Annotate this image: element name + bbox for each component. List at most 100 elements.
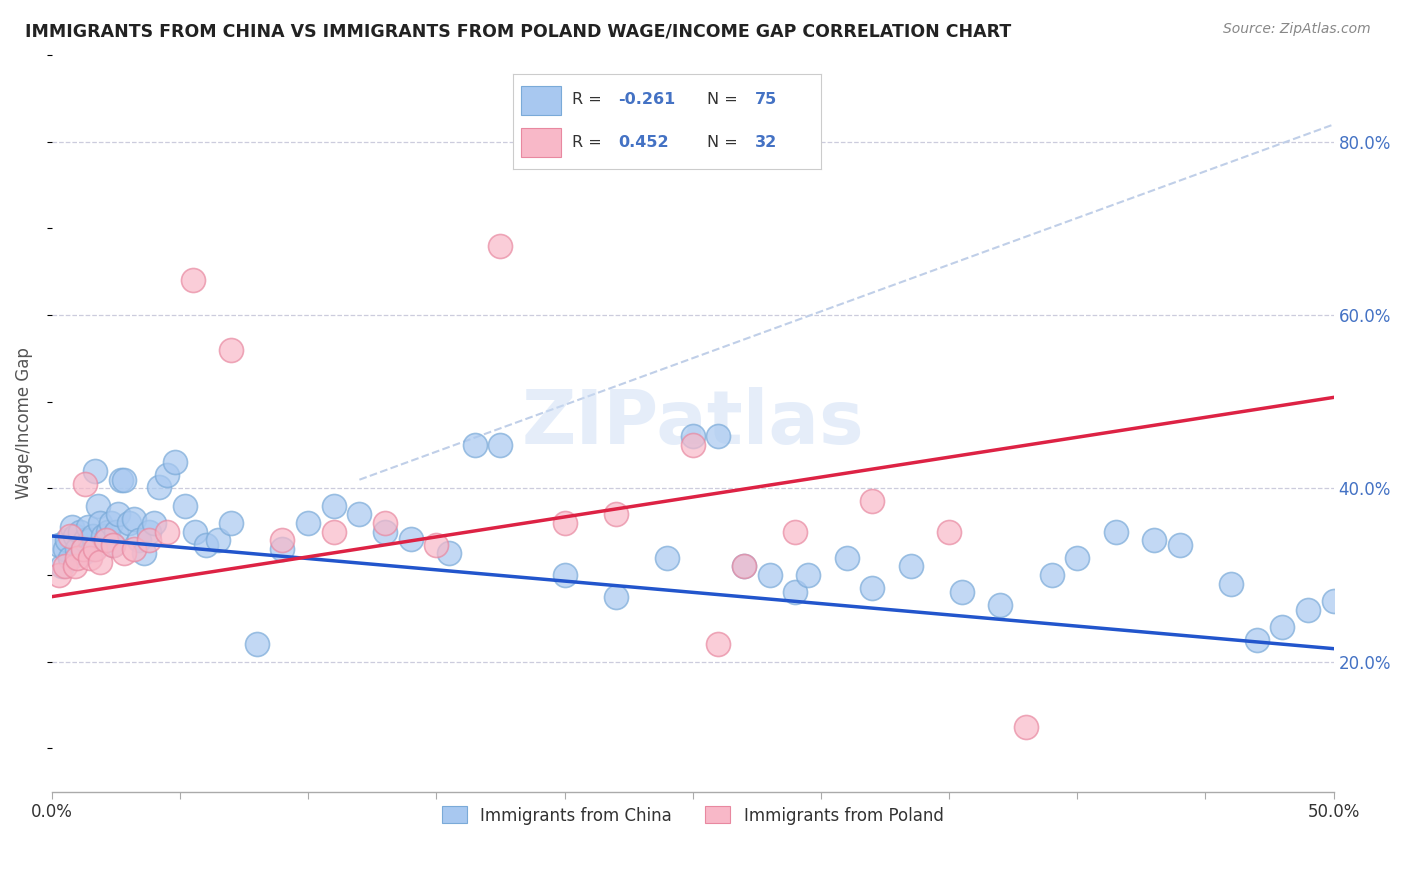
Point	[87, 499, 110, 513]
Point	[122, 541, 145, 556]
Point	[104, 524, 127, 539]
Point	[553, 568, 575, 582]
Point	[94, 533, 117, 548]
Point	[322, 524, 344, 539]
Point	[156, 524, 179, 539]
Point	[1105, 524, 1128, 539]
Point	[1323, 594, 1346, 608]
Point	[110, 473, 132, 487]
Point	[89, 516, 111, 530]
Point	[89, 555, 111, 569]
Point	[1220, 576, 1243, 591]
Point	[59, 529, 82, 543]
Point	[181, 273, 204, 287]
Point	[82, 529, 104, 543]
Point	[132, 546, 155, 560]
Point	[138, 524, 160, 539]
Point	[75, 477, 97, 491]
Point	[48, 568, 70, 582]
Point	[184, 524, 207, 539]
Point	[174, 499, 197, 513]
Point	[1015, 720, 1038, 734]
Point	[489, 239, 512, 253]
Point	[322, 499, 344, 513]
Point	[148, 480, 170, 494]
Point	[107, 508, 129, 522]
Point	[489, 438, 512, 452]
Point	[950, 585, 973, 599]
Point	[399, 532, 422, 546]
Point	[835, 550, 858, 565]
Point	[84, 464, 107, 478]
Point	[63, 559, 86, 574]
Point	[72, 546, 94, 560]
Point	[156, 468, 179, 483]
Point	[112, 473, 135, 487]
Point	[100, 516, 122, 530]
Point	[138, 533, 160, 548]
Point	[112, 546, 135, 560]
Point	[297, 516, 319, 530]
Point	[733, 559, 755, 574]
Point	[128, 533, 150, 548]
Point	[194, 538, 217, 552]
Point	[76, 520, 98, 534]
Point	[207, 533, 229, 548]
Point	[374, 524, 396, 539]
Point	[63, 529, 86, 543]
Point	[51, 559, 73, 574]
Point	[72, 541, 94, 556]
Point	[271, 533, 294, 548]
Point	[56, 533, 79, 548]
Point	[553, 516, 575, 530]
Point	[707, 637, 730, 651]
Point	[464, 438, 486, 452]
Text: ZIPatlas: ZIPatlas	[522, 387, 865, 460]
Point	[349, 508, 371, 522]
Y-axis label: Wage/Income Gap: Wage/Income Gap	[15, 348, 32, 500]
Point	[163, 455, 186, 469]
Point	[655, 550, 678, 565]
Point	[374, 516, 396, 530]
Point	[785, 585, 807, 599]
Point	[860, 581, 883, 595]
Point	[758, 568, 780, 582]
Point	[66, 541, 89, 556]
Point	[59, 550, 82, 565]
Point	[1143, 533, 1166, 548]
Point	[1040, 568, 1063, 582]
Point	[94, 533, 117, 548]
Point	[605, 508, 627, 522]
Point	[900, 559, 922, 574]
Point	[707, 429, 730, 443]
Point	[91, 529, 114, 543]
Point	[103, 538, 125, 552]
Point	[48, 538, 70, 552]
Point	[103, 538, 125, 552]
Point	[84, 541, 107, 556]
Point	[733, 559, 755, 574]
Point	[988, 599, 1011, 613]
Point	[437, 546, 460, 560]
Point	[79, 550, 101, 565]
Point	[682, 429, 704, 443]
Point	[797, 568, 820, 582]
Point	[97, 524, 120, 539]
Point	[1296, 602, 1319, 616]
Point	[1066, 550, 1088, 565]
Point	[271, 541, 294, 556]
Point	[66, 550, 89, 565]
Point	[60, 520, 83, 534]
Point	[1168, 538, 1191, 552]
Point	[219, 343, 242, 357]
Legend: Immigrants from China, Immigrants from Poland: Immigrants from China, Immigrants from P…	[436, 799, 950, 831]
Point	[82, 541, 104, 556]
Text: IMMIGRANTS FROM CHINA VS IMMIGRANTS FROM POLAND WAGE/INCOME GAP CORRELATION CHAR: IMMIGRANTS FROM CHINA VS IMMIGRANTS FROM…	[25, 22, 1011, 40]
Point	[246, 637, 269, 651]
Point	[1246, 632, 1268, 647]
Point	[75, 533, 97, 548]
Point	[118, 516, 141, 530]
Text: Source: ZipAtlas.com: Source: ZipAtlas.com	[1223, 22, 1371, 37]
Point	[785, 524, 807, 539]
Point	[938, 524, 960, 539]
